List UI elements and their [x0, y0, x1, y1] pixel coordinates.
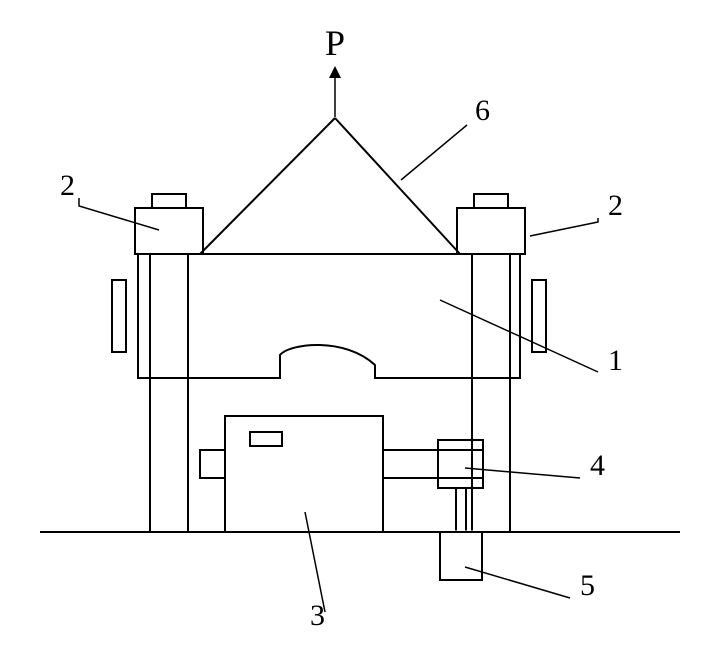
left-pillar-topcap [152, 194, 186, 208]
right-pillar-topcap [474, 194, 508, 208]
engineering-diagram: P 6 2 2 1 4 5 3 [0, 0, 724, 650]
leader-6 [401, 125, 467, 180]
right-pillar-shaft [472, 254, 510, 532]
hoist-line-right [335, 118, 460, 254]
label-n6: 6 [475, 94, 490, 127]
hoist-line-left [200, 118, 335, 254]
label-n1: 1 [608, 344, 623, 377]
label-n4: 4 [590, 449, 605, 482]
component-3-slot [250, 432, 282, 446]
center-bump [280, 345, 375, 378]
left-pillar-shaft [150, 254, 188, 532]
shaft-right [383, 450, 483, 478]
label-n5: 5 [580, 569, 595, 602]
component-3 [225, 416, 383, 532]
left-side-flange [112, 280, 126, 352]
right-side-flange [532, 280, 546, 352]
label-n3: 3 [310, 599, 325, 632]
right-pillar-cap [457, 208, 525, 254]
label-P: P [325, 23, 345, 63]
leader-5 [465, 567, 570, 598]
leader-3 [305, 512, 325, 612]
component-4 [438, 440, 483, 488]
leader-2-right [530, 218, 598, 236]
hang-stem [456, 488, 466, 532]
left-pillar-cap [135, 208, 203, 254]
component-5-outline [440, 532, 482, 580]
label-n2R: 2 [608, 189, 623, 222]
drawing-layer: P 6 2 2 1 4 5 3 [40, 23, 680, 632]
shaft-left [200, 450, 225, 478]
component-5 [440, 532, 482, 580]
label-n2L: 2 [60, 169, 75, 202]
leader-2-left [79, 198, 159, 230]
main-body [138, 254, 520, 378]
